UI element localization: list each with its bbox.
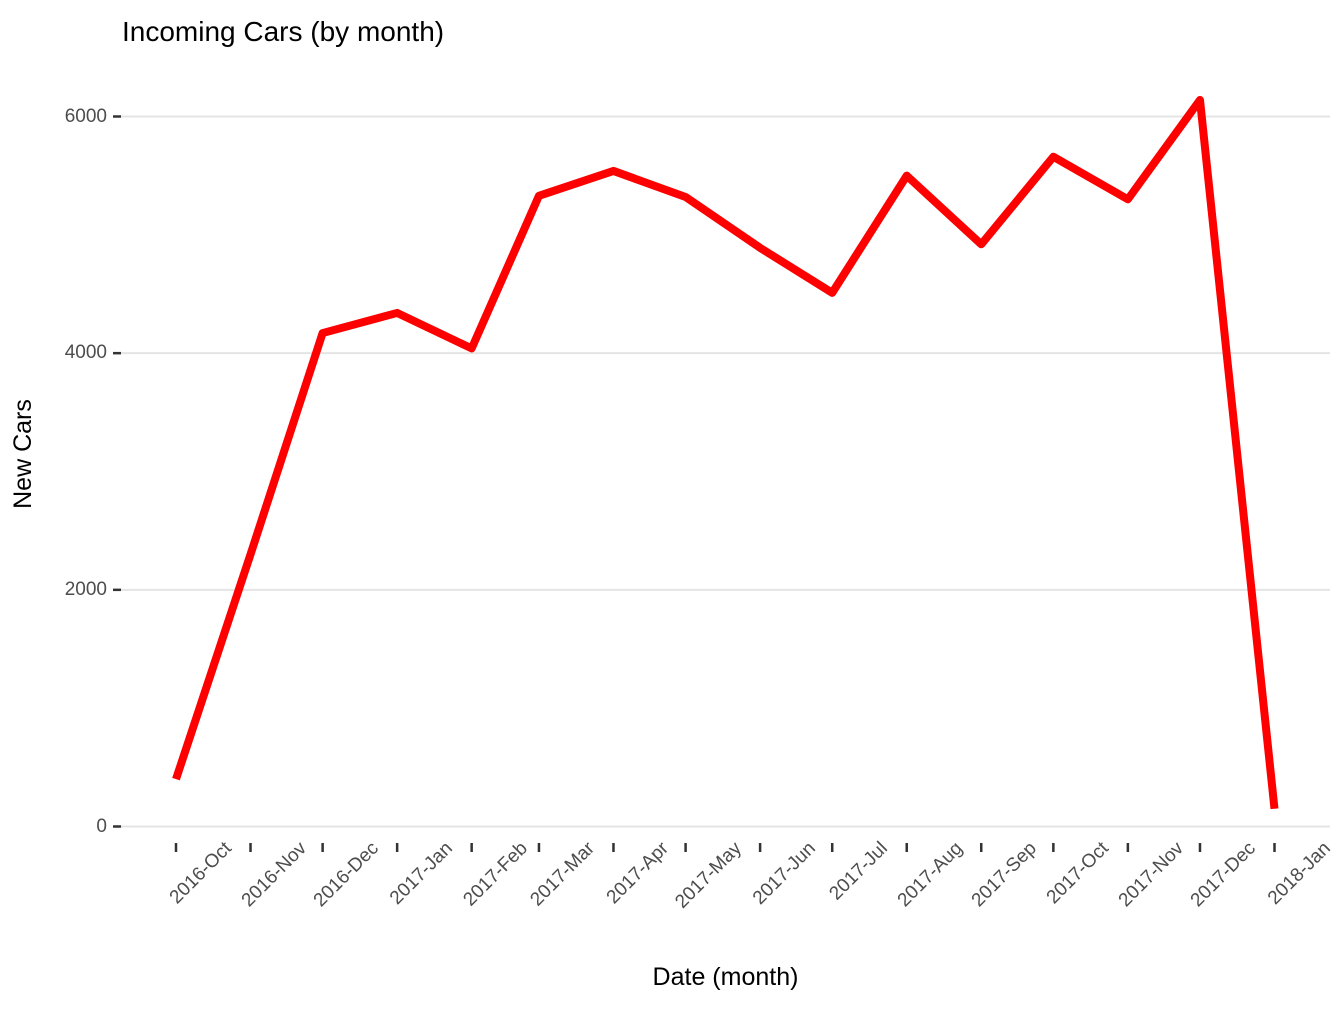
chart-title: Incoming Cars (by month) — [122, 16, 445, 47]
y-tick-label: 0 — [96, 815, 107, 837]
y-tick-label: 2000 — [64, 578, 107, 600]
y-tick-label: 4000 — [64, 342, 107, 364]
x-axis-title: Date (month) — [652, 963, 799, 991]
y-axis-title: New Cars — [9, 399, 37, 509]
data-line-new-cars — [172, 95, 1279, 810]
y-tick-label: 6000 — [64, 105, 107, 127]
